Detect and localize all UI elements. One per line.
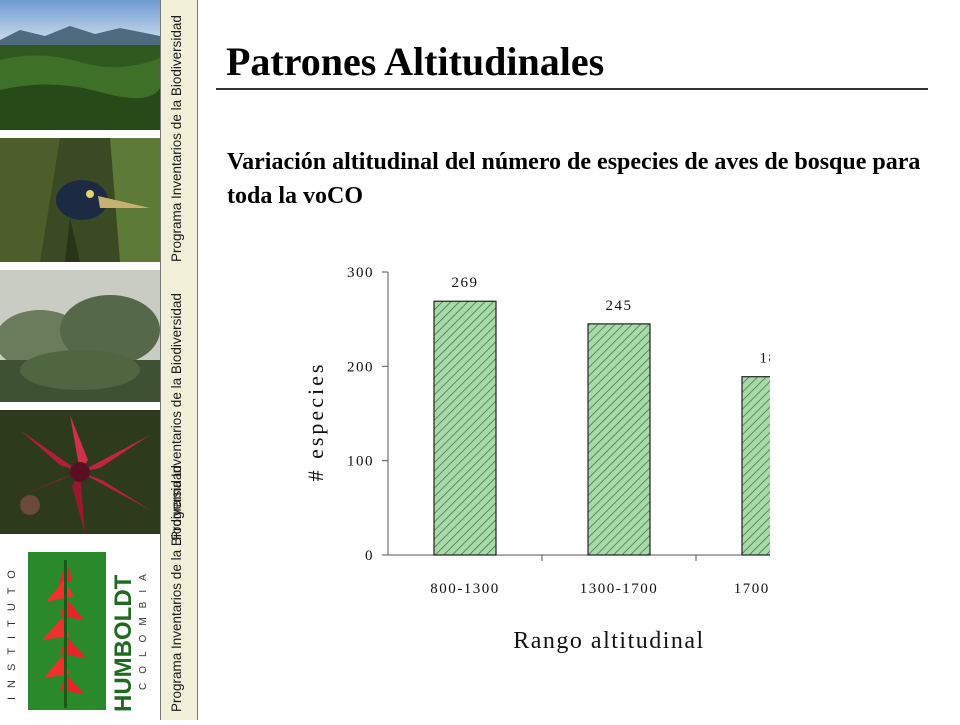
bar: [433, 300, 497, 556]
bar: [741, 376, 770, 556]
landscape-photo: [0, 0, 160, 130]
slide-title: Patrones Altitudinales: [226, 39, 605, 84]
forest-photo: [0, 270, 160, 402]
species-bar-chart: 0 100 200 300 269 800-1300 245 1300-1700 189 1700…: [303, 265, 771, 654]
band-text-bottom: Programa Inventarios de la Biodiversidad: [169, 465, 184, 712]
bar-data-label: 269: [452, 275, 479, 291]
x-tick-label: 1700-2200: [734, 581, 770, 597]
y-axis-title: # especies: [303, 362, 328, 482]
x-axis-title: Rango altitudinal: [513, 628, 704, 654]
logo-humboldt-text: HUMBOLDT: [110, 574, 137, 712]
logo-institute-text: INSTITUTO: [6, 561, 18, 700]
x-tick-label: 1300-1700: [580, 581, 659, 597]
bar-data-label: 245: [606, 298, 633, 314]
band-text-top: Programa Inventarios de la Biodiversidad: [169, 15, 184, 262]
y-tick-label: 0: [365, 548, 374, 564]
slide-subtitle: Variación altitudinal del número de espe…: [227, 149, 921, 209]
x-tick-label: 800-1300: [430, 581, 500, 597]
bromeliad-photo: [0, 410, 160, 534]
y-tick-label: 200: [347, 359, 374, 375]
title-divider: [216, 88, 928, 90]
program-band: Programa Inventarios de la Biodiversidad…: [160, 0, 198, 720]
humboldt-logo: INSTITUTO HUMBOLDT COLOMBIA: [0, 540, 160, 720]
bar-data-label: 189: [760, 351, 771, 367]
sidebar: INSTITUTO HUMBOLDT COLOMBIA Programa Inv…: [0, 0, 198, 720]
toucan-photo: [0, 138, 160, 262]
y-tick-label: 300: [347, 265, 374, 281]
bar: [587, 323, 651, 556]
y-tick-label: 100: [347, 454, 374, 470]
logo-colombia-text: COLOMBIA: [138, 565, 149, 690]
